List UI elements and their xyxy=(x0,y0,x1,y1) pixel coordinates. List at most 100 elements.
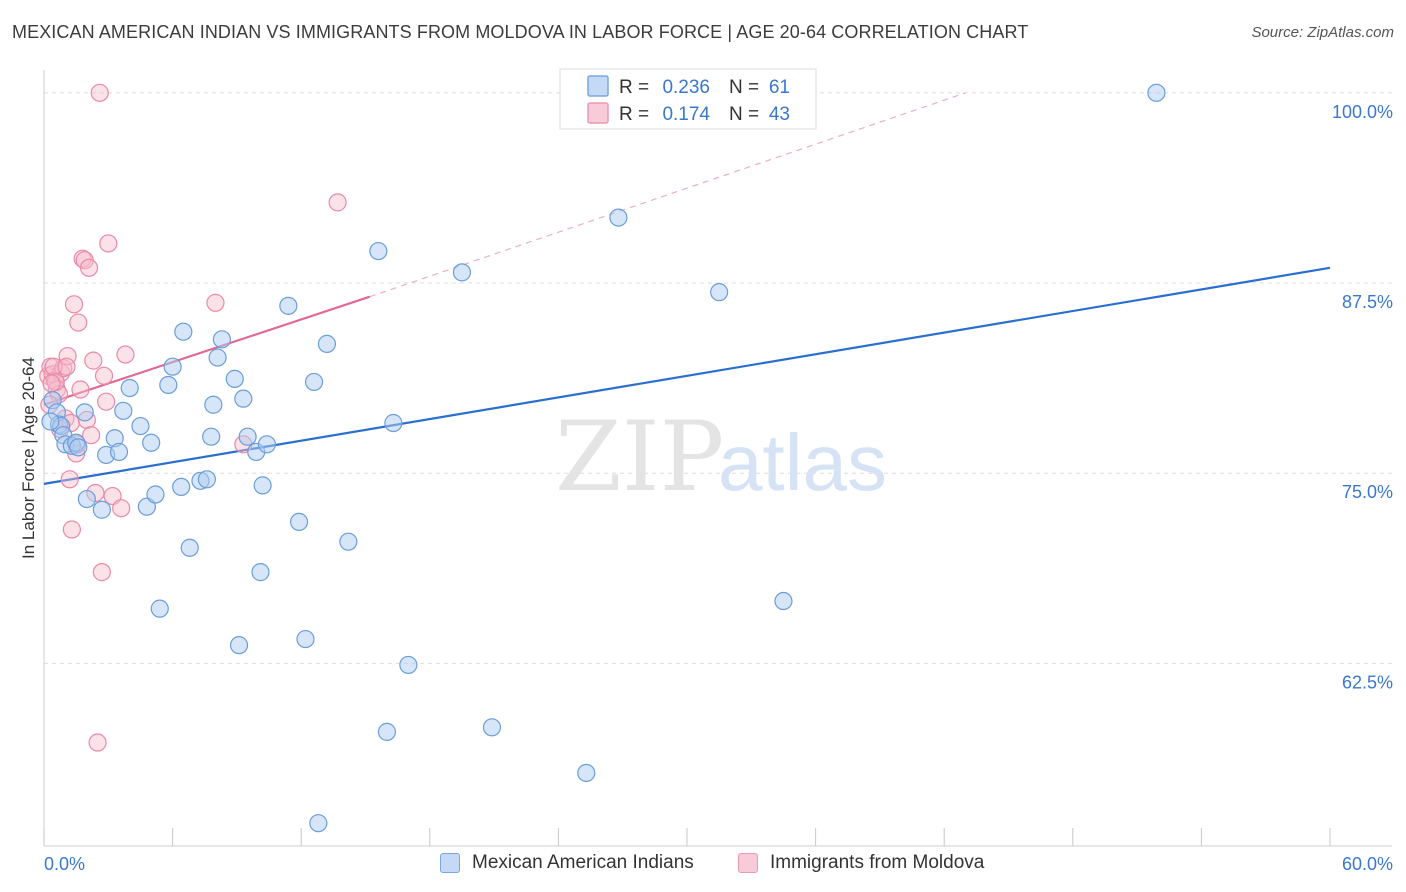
point-immigrants-from-moldova xyxy=(116,345,135,364)
point-mexican-american-indians xyxy=(174,322,193,341)
stats-legend-swatch xyxy=(587,102,609,124)
point-mexican-american-indians xyxy=(197,470,216,489)
point-immigrants-from-moldova xyxy=(88,733,107,752)
point-mexican-american-indians xyxy=(384,413,403,433)
point-immigrants-from-moldova xyxy=(71,380,90,399)
axes: 0.0% 60.0% xyxy=(43,70,1393,874)
point-mexican-american-indians xyxy=(339,532,358,551)
point-immigrants-from-moldova xyxy=(90,83,109,102)
point-immigrants-from-moldova xyxy=(92,563,111,582)
legend-swatch-pink xyxy=(738,853,758,873)
point-mexican-american-indians xyxy=(202,427,221,446)
point-mexican-american-indians xyxy=(774,591,793,611)
point-immigrants-from-moldova xyxy=(328,193,347,212)
watermark-zip: ZIP xyxy=(555,401,724,513)
point-mexican-american-indians xyxy=(609,208,628,227)
watermark: ZIP atlas xyxy=(555,401,887,513)
point-mexican-american-indians xyxy=(120,378,139,398)
point-mexican-american-indians xyxy=(399,655,418,675)
series-legend: Mexican American Indians Immigrants from… xyxy=(0,852,1406,878)
y-axis-title: In Labor Force | Age 20-64 xyxy=(19,357,38,559)
legend-swatch-blue xyxy=(440,853,460,873)
chart-title: MEXICAN AMERICAN INDIAN VS IMMIGRANTS FR… xyxy=(12,22,1029,42)
x-tick-label: 0.0% xyxy=(44,854,85,874)
point-mexican-american-indians xyxy=(317,334,337,353)
stats-r-label: R = xyxy=(619,77,649,98)
point-mexican-american-indians xyxy=(296,629,315,649)
source-credit: Source: ZipAtlas.com xyxy=(1251,24,1394,41)
point-mexican-american-indians xyxy=(1147,83,1166,102)
point-immigrants-from-moldova xyxy=(60,470,79,489)
point-mexican-american-indians xyxy=(142,433,161,452)
point-mexican-american-indians xyxy=(279,296,298,315)
y-tick-label: 75.0% xyxy=(1342,482,1393,502)
point-mexican-american-indians xyxy=(452,263,472,282)
stats-r-value: 0.174 xyxy=(662,104,710,125)
point-mexican-american-indians xyxy=(172,477,191,497)
point-immigrants-from-moldova xyxy=(57,357,76,376)
point-mexican-american-indians xyxy=(208,348,227,367)
point-mexican-american-indians xyxy=(114,401,133,420)
point-mexican-american-indians xyxy=(229,636,249,655)
point-mexican-american-indians xyxy=(289,512,309,532)
point-immigrants-from-moldova xyxy=(206,293,225,312)
y-axis-label: In Labor Force | Age 20-64 xyxy=(19,357,38,559)
point-mexican-american-indians xyxy=(577,763,596,783)
stats-n-value: 43 xyxy=(769,104,790,125)
point-mexican-american-indians xyxy=(180,538,199,557)
point-mexican-american-indians xyxy=(131,416,150,436)
stats-n-label: N = xyxy=(729,104,759,125)
point-mexican-american-indians xyxy=(304,372,324,392)
point-immigrants-from-moldova xyxy=(69,313,88,332)
point-mexican-american-indians xyxy=(369,241,388,261)
stats-n-label: N = xyxy=(729,77,759,98)
point-mexican-american-indians xyxy=(238,427,257,446)
point-immigrants-from-moldova xyxy=(94,366,114,385)
point-immigrants-from-moldova xyxy=(112,499,131,518)
point-immigrants-from-moldova xyxy=(82,426,101,445)
point-mexican-american-indians xyxy=(92,500,111,519)
point-mexican-american-indians xyxy=(251,563,270,582)
point-immigrants-from-moldova xyxy=(62,520,81,539)
y-tick-label: 87.5% xyxy=(1342,292,1393,312)
point-mexican-american-indians xyxy=(146,485,165,504)
stats-legend: R = 0.236 N = 61 R = 0.174 N = 43 xyxy=(559,68,817,130)
watermark-atlas: atlas xyxy=(718,418,887,507)
point-mexican-american-indians xyxy=(41,412,60,431)
trend-line-immigrants-from-moldova xyxy=(43,295,371,406)
point-mexican-american-indians xyxy=(77,489,96,509)
legend-item-mexican-american-indians: Mexican American Indians xyxy=(440,852,694,874)
point-immigrants-from-moldova xyxy=(42,374,61,393)
legend-label: Immigrants from Moldova xyxy=(770,852,985,873)
point-mexican-american-indians xyxy=(75,403,94,422)
point-mexican-american-indians xyxy=(212,330,231,349)
point-mexican-american-indians xyxy=(253,476,272,495)
point-immigrants-from-moldova xyxy=(84,351,103,370)
point-mexican-american-indians xyxy=(234,389,253,408)
point-mexican-american-indians xyxy=(309,814,328,833)
x-tick-label: 60.0% xyxy=(1342,854,1393,874)
point-mexican-american-indians xyxy=(377,722,397,741)
point-mexican-american-indians xyxy=(69,438,88,457)
point-mexican-american-indians xyxy=(710,283,729,302)
point-mexican-american-indians xyxy=(150,599,169,618)
y-tick-label: 62.5% xyxy=(1342,672,1393,692)
stats-r-label: R = xyxy=(619,104,649,125)
stats-legend-swatch xyxy=(587,75,609,97)
point-mexican-american-indians xyxy=(159,375,178,395)
stats-n-value: 61 xyxy=(769,77,790,98)
trend-extension-immigrants-from-moldova xyxy=(369,92,966,298)
point-immigrants-from-moldova xyxy=(97,392,116,411)
point-mexican-american-indians xyxy=(257,435,277,454)
stats-r-value: 0.236 xyxy=(662,77,710,98)
y-tick-label: 100.0% xyxy=(1332,102,1393,122)
point-mexican-american-indians xyxy=(225,369,244,388)
point-immigrants-from-moldova xyxy=(99,234,118,253)
point-immigrants-from-moldova xyxy=(64,295,84,314)
legend-item-immigrants-from-moldova: Immigrants from Moldova xyxy=(738,852,984,874)
point-immigrants-from-moldova xyxy=(79,258,99,277)
data-points xyxy=(39,83,1166,833)
point-mexican-american-indians xyxy=(163,357,182,376)
point-mexican-american-indians xyxy=(204,395,223,414)
